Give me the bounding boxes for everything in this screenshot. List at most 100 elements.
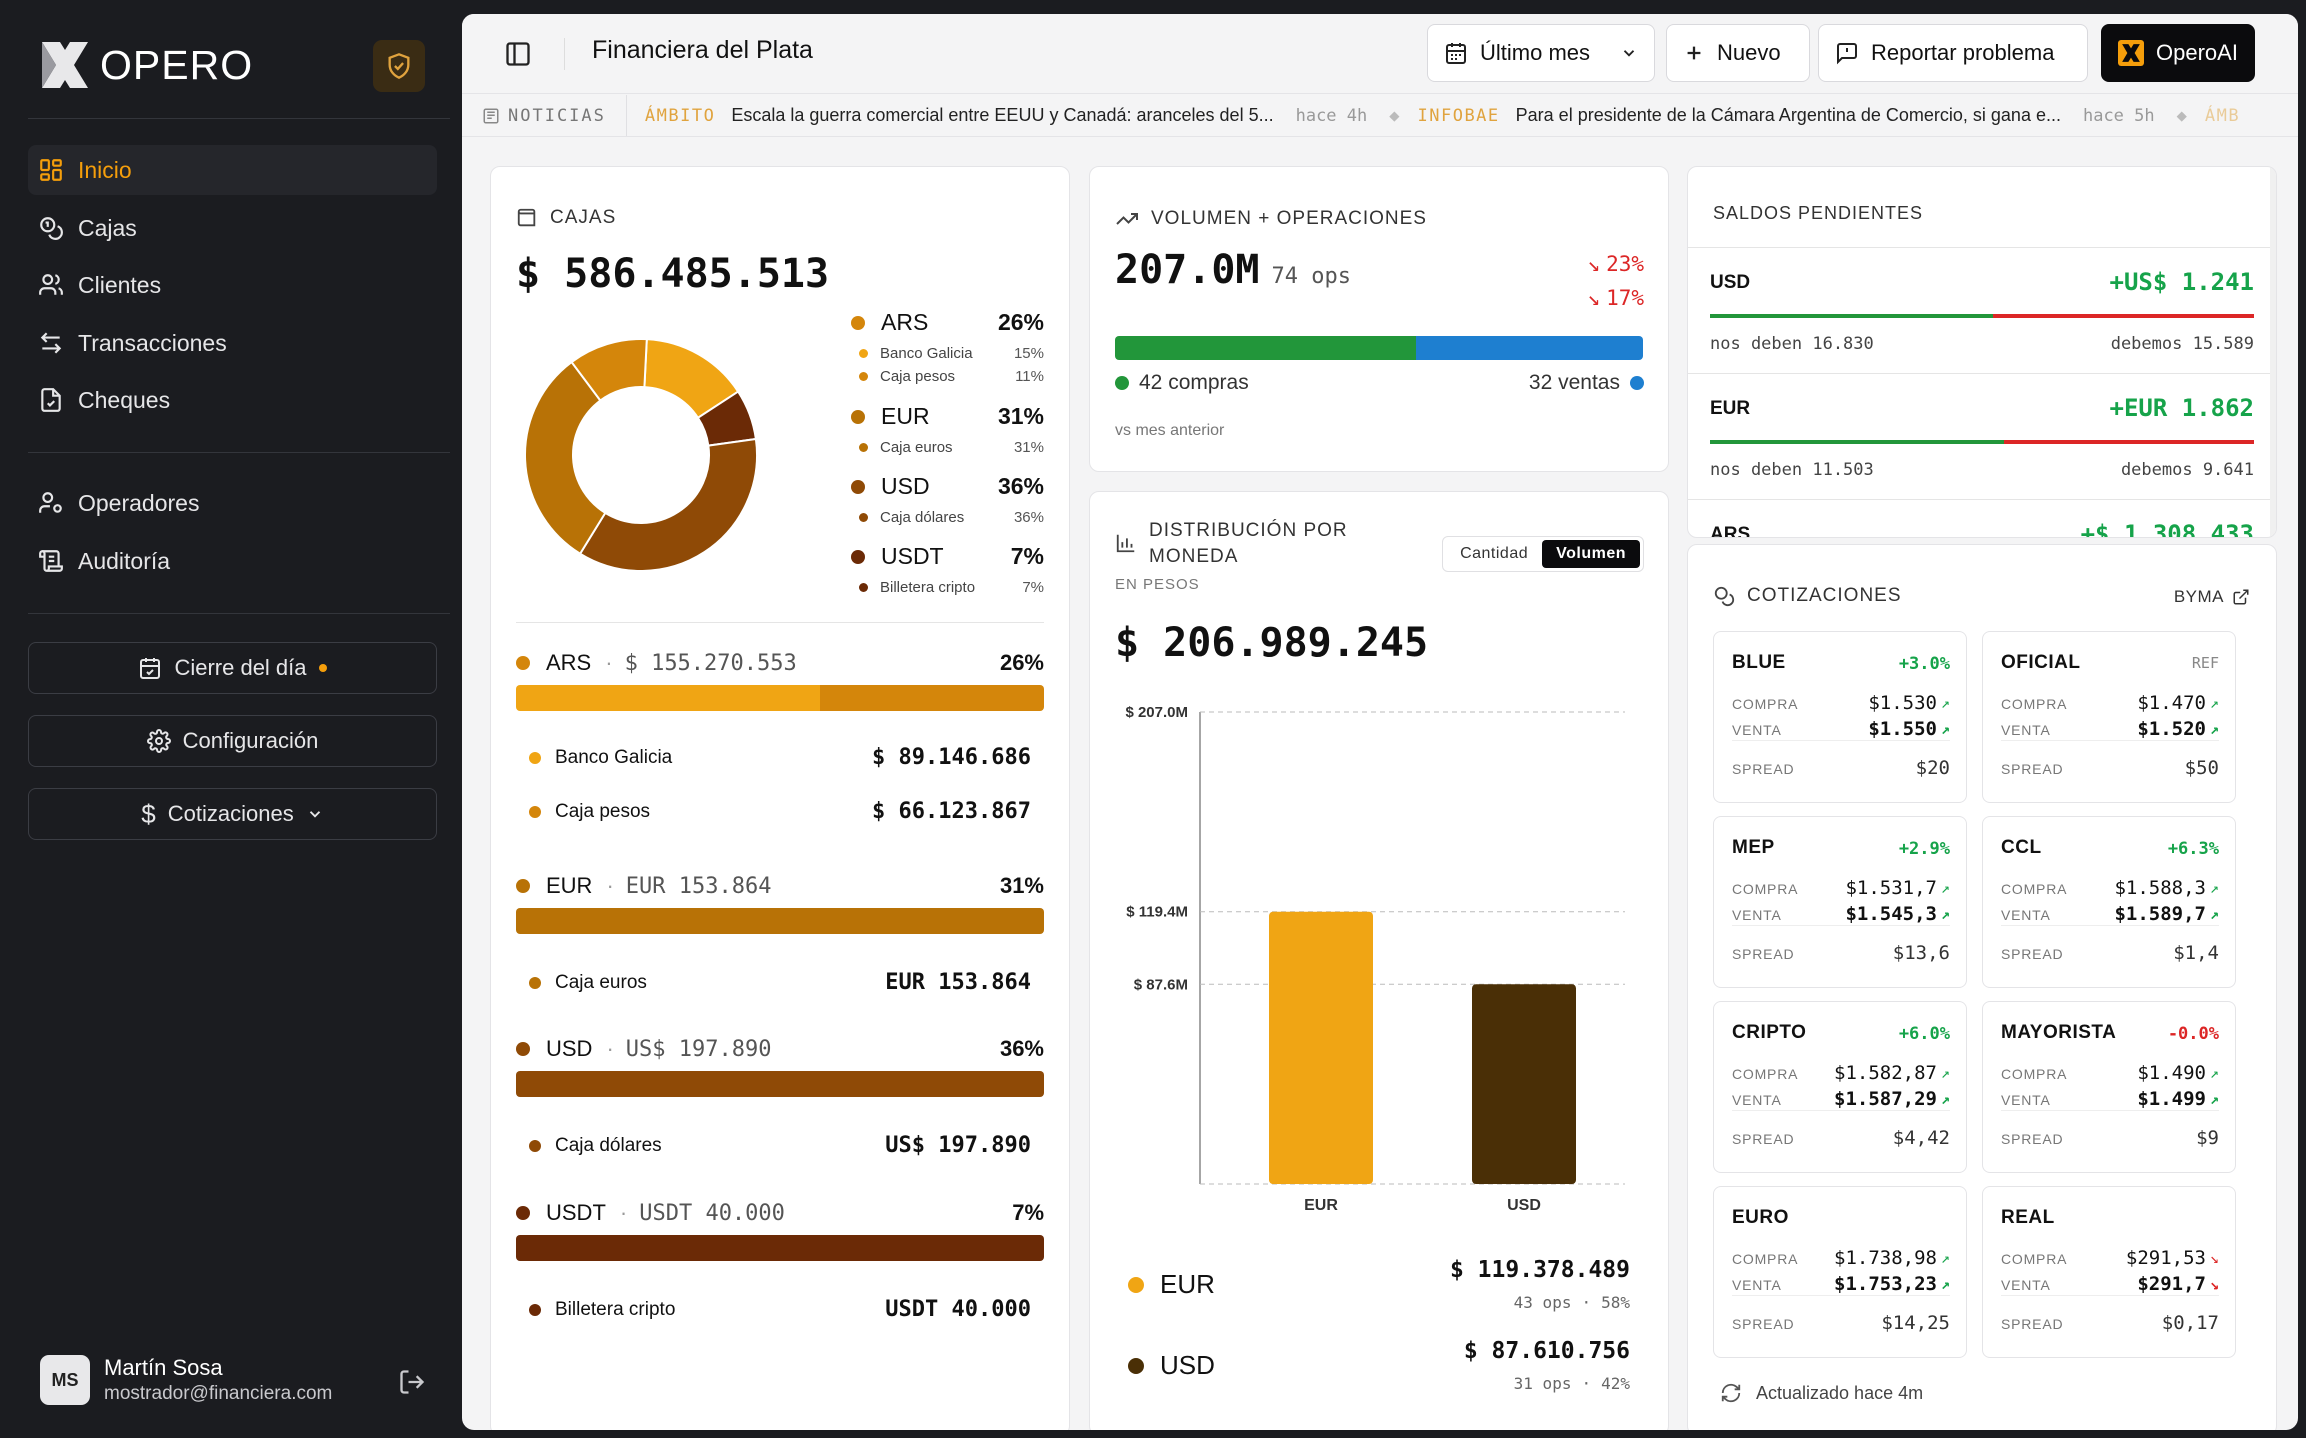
news-headline[interactable]: Escala la guerra comercial entre EEUU y … — [731, 105, 1274, 125]
quote-card-oficial[interactable]: OFICIAL REF COMPRA VENTA SPREAD $1.470 ↗ $1.520… — [1982, 631, 2236, 803]
legend-sub-dot — [859, 513, 868, 522]
wallet-icon — [517, 208, 536, 227]
sidebar-item-auditoria[interactable]: Auditoría — [28, 536, 437, 586]
bar-usd[interactable] — [1472, 984, 1576, 1184]
scroll-text-icon — [39, 550, 63, 572]
quote-change: REF — [2191, 654, 2219, 672]
legend-sub-item: Caja pesos — [859, 368, 955, 385]
news-time: hace 5h — [2082, 105, 2155, 126]
quote-name: REAL — [2001, 1207, 2055, 1228]
scrollbar[interactable] — [2270, 167, 2276, 537]
saldo-currency: EUR — [1710, 398, 1751, 419]
divider — [1732, 740, 1950, 741]
security-shield-button[interactable] — [373, 40, 425, 92]
x-tick-label: EUR — [1304, 1197, 1338, 1212]
section-bar — [516, 685, 1044, 711]
venta-value: $1.499 ↗ — [2137, 1088, 2219, 1110]
legend-group: EUR — [851, 403, 930, 430]
section-currency: EUR — [546, 873, 593, 898]
bar-eur[interactable] — [1269, 911, 1373, 1184]
toggle-volumen[interactable]: Volumen — [1542, 540, 1640, 568]
brand-logo[interactable]: OPERO — [40, 40, 253, 90]
cierre-del-dia-button[interactable]: Cierre del día — [28, 642, 437, 694]
reportar-problema-button[interactable]: Reportar problema — [1818, 24, 2088, 82]
cajas-card: CAJAS $ 586.485.513 ARS 26% Banco Galicia 1… — [490, 166, 1070, 1430]
volumen-card: VOLUMEN + OPERACIONES 207.0M 74 ops ↘ 23%… — [1089, 166, 1669, 472]
saldos-card: SALDOS PENDIENTES USD +US$ 1.241 nos deben… — [1687, 166, 2277, 538]
operoai-label: OperoAI — [2156, 40, 2238, 65]
donut-slice[interactable] — [570, 338, 648, 402]
operoai-button[interactable]: OperoAI — [2101, 24, 2255, 82]
period-select[interactable]: Último mes — [1427, 24, 1655, 82]
account-row[interactable]: Caja euros — [529, 972, 647, 994]
cotizaciones-dropdown[interactable]: $ Cotizaciones — [28, 788, 437, 840]
sidebar-item-cheques[interactable]: Cheques — [28, 375, 437, 425]
logout-icon[interactable] — [398, 1368, 426, 1396]
quote-card-mayorista[interactable]: MAYORISTA -0.0% COMPRA VENTA SPREAD $1.490 ↗ $1… — [1982, 1001, 2236, 1173]
section-header: USD · US$ 197.890 36% — [516, 1036, 1044, 1062]
legend-sub-item: Caja euros — [859, 439, 953, 456]
venta-label: VENTA — [2001, 1092, 2051, 1108]
user-profile[interactable]: MS Martín Sosa mostrador@financiera.com — [40, 1355, 332, 1405]
legend-group: ARS — [851, 309, 928, 336]
compra-value: $1.490 ↗ — [2137, 1062, 2219, 1084]
configuracion-button[interactable]: Configuración — [28, 715, 437, 767]
sidebar-item-operadores[interactable]: Operadores — [28, 478, 437, 528]
quote-card-euro[interactable]: EURO COMPRA VENTA SPREAD $1.738,98 ↗ $1.753,23… — [1713, 1186, 1967, 1358]
news-headline[interactable]: Para el presidente de la Cámara Argentin… — [1515, 105, 2061, 125]
saldo-row[interactable]: USD +US$ 1.241 nos deben 16.830 debemos 15.… — [1688, 248, 2276, 374]
donut-slice[interactable] — [524, 360, 607, 556]
sidebar-item-transacciones[interactable]: Transacciones — [28, 318, 437, 368]
meta-separator: · — [1581, 1374, 1592, 1393]
legend-dot — [851, 549, 865, 564]
currency-pct: 58% — [1601, 1293, 1630, 1312]
quote-card-ccl[interactable]: CCL +6.3% COMPRA VENTA SPREAD $1.588,3 ↗ $1.589… — [1982, 816, 2236, 988]
account-row[interactable]: Caja pesos — [529, 801, 650, 823]
saldo-row[interactable]: ARS +$ 1.308.433 — [1688, 500, 2276, 537]
quote-card-blue[interactable]: BLUE +3.0% COMPRA VENTA SPREAD $1.530 ↗ $1.550 ↗… — [1713, 631, 1967, 803]
ventas-segment — [1415, 336, 1643, 360]
sidebar-item-inicio[interactable]: Inicio — [28, 145, 437, 195]
account-row[interactable]: Banco Galicia — [529, 747, 672, 769]
venta-value: $1.587,29 ↗ — [1834, 1088, 1950, 1110]
spread-value: $50 — [2184, 757, 2219, 779]
account-dot — [529, 1304, 541, 1316]
quote-card-mep[interactable]: MEP +2.9% COMPRA VENTA SPREAD $1.531,7 ↗ $1.545… — [1713, 816, 1967, 988]
toggle-cantidad[interactable]: Cantidad — [1460, 545, 1529, 562]
legend-dot — [851, 479, 865, 494]
nuevo-button[interactable]: Nuevo — [1666, 24, 1810, 82]
newspaper-icon — [483, 108, 499, 123]
account-row[interactable]: Billetera cripto — [529, 1299, 675, 1321]
byma-link[interactable]: BYMA — [2174, 587, 2250, 607]
compras-legend: 42 compras — [1115, 371, 1249, 395]
account-value: EUR 153.864 — [885, 970, 1031, 995]
plus-icon — [1687, 46, 1701, 60]
divider — [2001, 1295, 2219, 1296]
compra-label: COMPRA — [2001, 881, 2068, 897]
news-source: ÁMBITO — [644, 105, 716, 126]
shield-check-icon — [388, 53, 410, 79]
venta-label: VENTA — [2001, 722, 2051, 738]
refresh-icon[interactable] — [1720, 1382, 1742, 1404]
saldo-row[interactable]: EUR +EUR 1.862 nos deben 11.503 debemos 9.6… — [1688, 374, 2276, 500]
debemos: debemos 9.641 — [2120, 460, 2254, 480]
donut-slice[interactable] — [578, 437, 758, 572]
legend-label: USDT — [881, 543, 944, 569]
quote-card-real[interactable]: REAL COMPRA VENTA SPREAD $291,53 ↘ $291,7 ↘ $0,1… — [1982, 1186, 2236, 1358]
sidebar-item-clientes[interactable]: Clientes — [28, 260, 437, 310]
spread-label: SPREAD — [1732, 761, 1795, 777]
cajas-donut-chart — [524, 338, 758, 572]
spread-value: $1,4 — [2173, 942, 2219, 964]
arrow-up-right-icon: ↗ — [1940, 879, 1950, 897]
topbar: Financiera del Plata Último mes Nuevo Re… — [462, 14, 2298, 94]
compra-label: COMPRA — [2001, 1251, 2068, 1267]
sidebar-item-cajas[interactable]: Cajas — [28, 203, 437, 253]
legend-label: ARS — [881, 309, 929, 335]
sidebar-item-label: Cajas — [78, 214, 137, 241]
arrow-up-right-icon: ↗ — [2209, 1090, 2219, 1108]
currency-label: EUR — [1160, 1269, 1215, 1299]
sidebar-toggle-icon[interactable] — [504, 40, 532, 68]
quote-card-cripto[interactable]: CRIPTO +6.0% COMPRA VENTA SPREAD $1.582,87 ↗ $1… — [1713, 1001, 1967, 1173]
compras-ventas-bar — [1115, 336, 1643, 360]
account-row[interactable]: Caja dólares — [529, 1135, 662, 1157]
